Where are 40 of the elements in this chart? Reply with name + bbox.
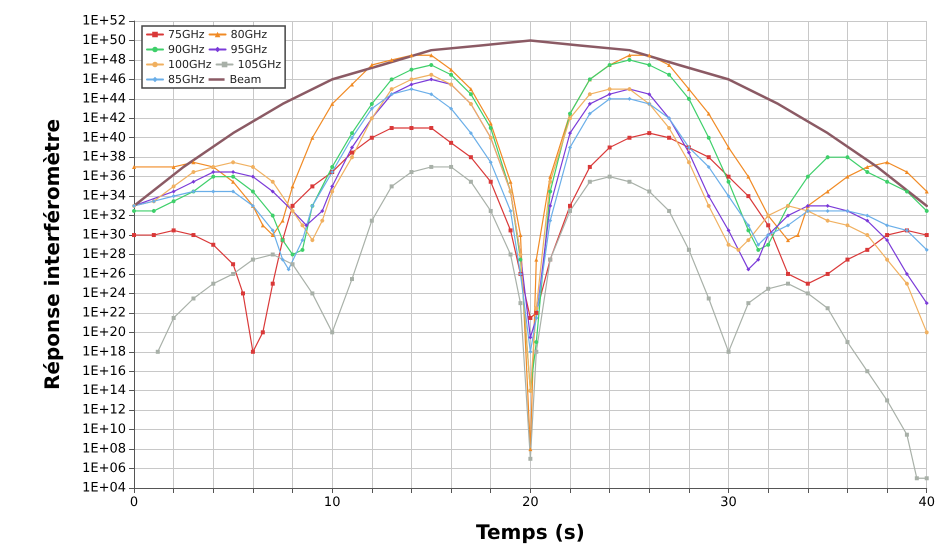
y-tick-label: 1E+28 [82,247,126,262]
legend-label: 80GHz [230,28,268,41]
x-tick-label: 40 [918,495,935,510]
y-tick-label: 1E+36 [82,169,126,184]
y-tick-label: 1E+52 [82,14,126,28]
legend-label: 85GHz [168,73,205,86]
y-tick-label: 1E+32 [82,208,126,224]
y-tick-label: 1E+04 [82,480,126,496]
y-tick-label: 1E+14 [82,383,126,398]
y-tick-label: 1E+42 [82,110,126,126]
y-tick-label: 1E+24 [82,286,126,301]
legend-label: 105GHz [238,58,282,71]
y-tick-label: 1E+22 [82,305,126,320]
y-tick-label: 1E+18 [82,344,126,360]
y-tick-label: 1E+06 [82,461,126,476]
x-tick-label: 10 [324,495,340,510]
legend-label: 100GHz [168,58,212,71]
legend-label: Beam [230,73,262,86]
y-tick-label: 1E+44 [82,91,126,106]
y-tick-label: 1E+50 [82,32,126,48]
y-tick-label: 1E+34 [82,188,126,204]
y-tick-label: 1E+26 [82,266,126,282]
y-tick-label: 1E+48 [82,52,126,68]
y-tick-label: 1E+38 [82,150,126,165]
y-tick-label: 1E+10 [82,422,126,438]
x-axis-title: Temps (s) [476,520,585,544]
y-axis-title: Réponse interféromètre [40,118,64,390]
x-tick-label: 30 [720,495,737,510]
legend-label: 95GHz [230,43,268,56]
y-tick-label: 1E+40 [82,130,126,146]
y-tick-label: 1E+16 [82,364,126,379]
x-tick-label: 20 [522,495,539,510]
y-tick-label: 1E+20 [82,324,126,340]
y-tick-label: 1E+12 [82,402,126,418]
x-tick-label: 0 [130,495,138,510]
legend-label: 90GHz [168,43,205,56]
legend-label: 75GHz [168,28,205,41]
y-tick-label: 1E+46 [82,72,126,87]
y-tick-label: 1E+30 [82,228,126,243]
y-tick-label: 1E+08 [82,442,126,457]
